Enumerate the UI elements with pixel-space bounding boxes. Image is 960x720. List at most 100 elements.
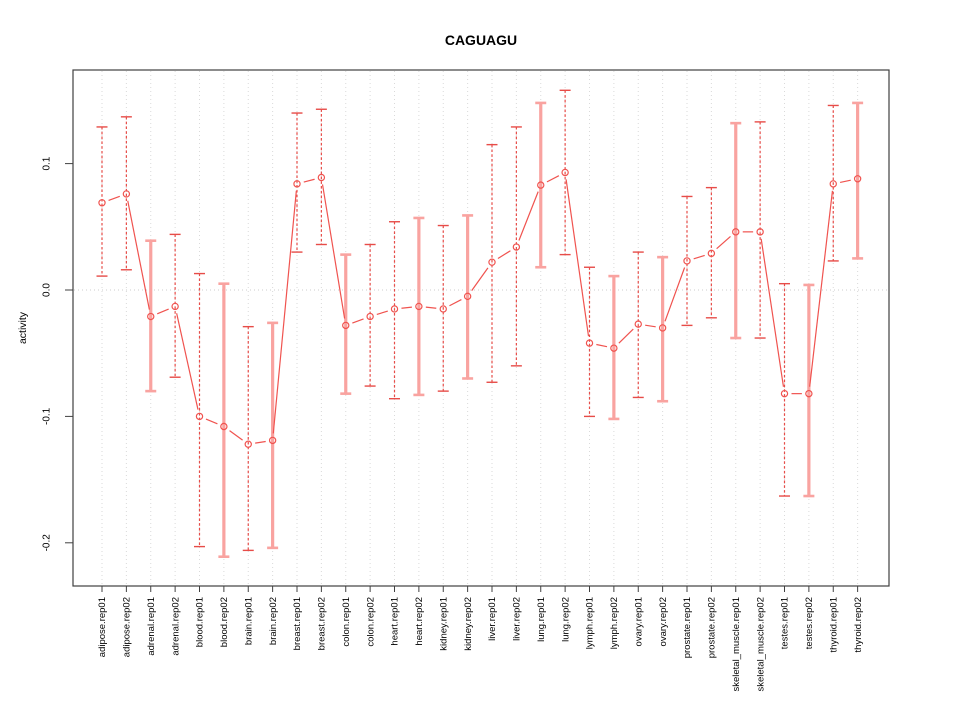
error-bar-group [852, 101, 864, 260]
x-category-label: brain.rep02 [268, 597, 279, 645]
series-segment [618, 328, 634, 344]
x-category-label: ovary.rep02 [658, 597, 669, 646]
x-category-label: blood.rep02 [219, 597, 230, 647]
data-point [342, 321, 350, 330]
data-point [439, 305, 447, 313]
error-bar-group [96, 126, 108, 277]
x-category-label: liver.rep02 [512, 597, 523, 641]
data-point [366, 312, 374, 321]
series-segment [471, 267, 489, 291]
error-bar-group [779, 282, 790, 497]
error-bar-group [267, 321, 279, 550]
x-category-label: skeletal_muscle.rep01 [731, 597, 742, 692]
data-point [780, 389, 789, 398]
data-point [488, 258, 496, 266]
data-point [147, 312, 155, 321]
data-point [98, 199, 106, 207]
x-category-label: prostate.rep01 [682, 597, 693, 658]
error-bar-group [145, 239, 157, 393]
error-bar-group [632, 251, 644, 399]
x-category-label: testes.rep01 [780, 597, 791, 649]
x-category-label: brain.rep01 [243, 597, 254, 645]
error-bar-group [535, 101, 547, 269]
x-category-label: kidney.rep01 [438, 597, 449, 651]
x-category-label: prostate.rep02 [707, 597, 718, 658]
y-tick-label: -0.1 [42, 407, 53, 425]
series-segment [376, 310, 388, 316]
y-tick-label: 0.0 [42, 283, 53, 297]
data-point [195, 412, 204, 421]
x-category-label: lymph.rep02 [609, 597, 620, 649]
series-segment [401, 306, 412, 309]
x-category-label: blood.rep01 [195, 597, 206, 647]
error-bar-group [169, 233, 181, 378]
series-segment [839, 179, 851, 183]
chart-title: CAGUAGU [445, 32, 517, 48]
series-segment [352, 318, 364, 324]
y-axis-title: activity [17, 311, 29, 344]
error-bar-group [584, 266, 595, 418]
series-segment [205, 418, 218, 425]
data-point [293, 180, 301, 188]
error-bar-group [291, 112, 303, 253]
series-segment [596, 343, 608, 348]
data-point [732, 228, 740, 236]
error-bar-group [754, 121, 766, 339]
x-category-label: breast.rep02 [317, 597, 328, 650]
data-point [220, 422, 228, 431]
x-category-label: testes.rep02 [804, 597, 815, 649]
series-segment [716, 236, 731, 250]
x-category-label: thyroid.rep01 [828, 597, 839, 652]
x-category-label: kidney.rep02 [463, 597, 474, 651]
data-point [634, 320, 642, 328]
series-segment [449, 299, 462, 307]
error-bar-group [608, 274, 620, 421]
error-bar-group [413, 216, 425, 397]
series-segment [272, 190, 297, 434]
data-point [463, 292, 472, 301]
data-point [268, 436, 277, 445]
error-bar-group [486, 143, 498, 383]
x-category-label: adipose.rep02 [122, 597, 133, 657]
series-segment [760, 238, 785, 387]
error-bar-group [194, 272, 205, 548]
y-tick-label: 0.1 [42, 156, 53, 170]
data-point [561, 168, 569, 177]
data-point [122, 190, 131, 198]
x-category-label: liver.rep01 [487, 597, 498, 641]
data-point [707, 249, 716, 258]
series-segment [565, 179, 590, 337]
error-bar-group [389, 221, 400, 400]
error-bar-group [510, 126, 522, 367]
series-segment [303, 178, 315, 183]
data-point [805, 389, 813, 398]
error-bar-group [120, 116, 132, 271]
x-category-label: ovary.rep01 [633, 597, 644, 646]
error-bar-group [681, 195, 693, 327]
error-bar-group [242, 325, 254, 552]
series-segment [664, 267, 686, 322]
x-category-label: adipose.rep01 [97, 597, 108, 657]
data-point [585, 339, 594, 347]
x-category-label: lung.rep01 [536, 597, 547, 642]
error-bar-group [730, 121, 742, 340]
series-segment [176, 313, 199, 410]
error-bar-group [657, 255, 669, 403]
data-point [537, 181, 545, 189]
error-bar-group [364, 243, 376, 387]
series-segment [425, 306, 437, 309]
series-segment [229, 430, 243, 441]
data-point [853, 175, 862, 183]
series-segment [693, 254, 705, 260]
data-point [610, 344, 618, 352]
x-category-label: colon.rep02 [365, 597, 376, 647]
data-point [415, 302, 423, 311]
error-bar-group [827, 104, 839, 262]
x-category-label: skeletal_muscle.rep02 [755, 597, 766, 692]
series-segment [497, 250, 511, 260]
data-point [683, 257, 691, 265]
series-segment [255, 440, 266, 444]
data-point [756, 228, 764, 236]
